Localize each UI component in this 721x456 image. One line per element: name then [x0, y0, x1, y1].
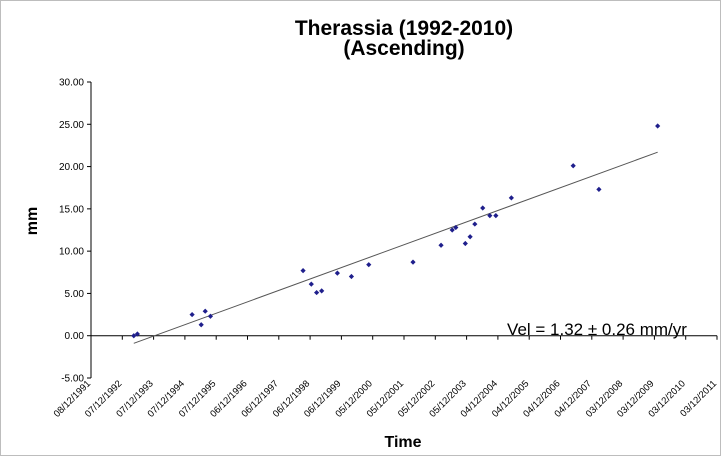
data-point [410, 259, 416, 265]
x-axis-label: Time [384, 434, 421, 451]
data-point [319, 288, 325, 294]
data-point [453, 224, 459, 231]
y-tick-label: 0.00 [65, 331, 85, 342]
data-point [480, 205, 486, 211]
data-point [508, 195, 514, 201]
data-point [334, 270, 340, 276]
data-point [134, 331, 140, 337]
data-point [207, 313, 214, 319]
y-tick-label: 15.00 [59, 204, 84, 215]
data-point [570, 163, 576, 169]
y-tick-label: 10.00 [59, 247, 84, 258]
data-point [438, 242, 444, 248]
data-point [467, 234, 473, 240]
data-points [131, 123, 661, 339]
y-tick-label: 25.00 [59, 120, 84, 131]
data-point [472, 221, 478, 227]
data-point [493, 213, 499, 219]
y-tick-label: -5.00 [61, 374, 84, 385]
data-point [348, 273, 355, 280]
chart-title: Therassia (1992-2010) [295, 17, 513, 40]
data-point [462, 240, 468, 247]
data-point [655, 123, 661, 129]
y-tick-label: 5.00 [65, 289, 85, 300]
y-tick-label: 30.00 [59, 78, 84, 89]
data-point [308, 281, 314, 287]
data-point [202, 308, 208, 314]
data-point [596, 186, 602, 193]
velocity-annotation: Vel = 1.32 ± 0.26 mm/yr [507, 320, 687, 339]
data-point [449, 227, 455, 233]
x-axis-ticks: 08/12/199107/12/199207/12/199307/12/1994… [52, 335, 719, 420]
data-point [366, 262, 372, 268]
data-point [189, 311, 195, 318]
data-point [314, 289, 320, 296]
data-point [198, 322, 204, 328]
y-axis-label: mm [24, 207, 41, 235]
data-point [487, 213, 493, 219]
trendline [133, 151, 658, 344]
data-point [300, 267, 306, 274]
data-point [131, 333, 137, 339]
trendline-group [133, 151, 658, 344]
y-axis-ticks: -5.00 0.00 5.00 10.00 15.00 20.00 25.00 30.00 [59, 78, 91, 385]
y-tick-label: 20.00 [59, 162, 84, 173]
chart-subtitle: (Ascending) [343, 37, 464, 60]
